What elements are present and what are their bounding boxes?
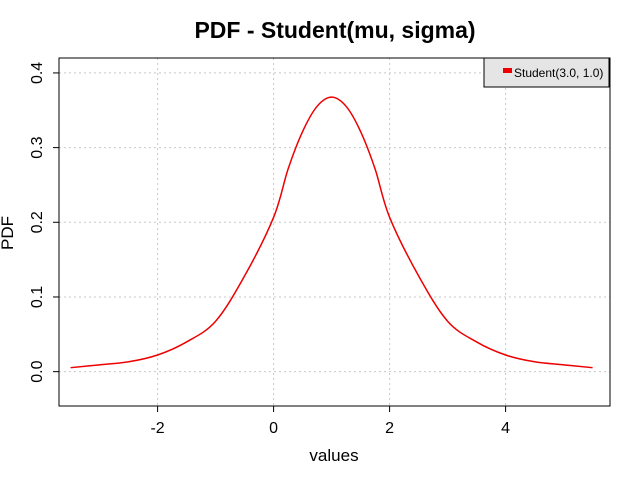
x-tick-label: -2: [150, 420, 164, 437]
y-axis: 0.0 0.1 0.2 0.3 0.4: [29, 62, 59, 383]
legend-box: [483, 57, 610, 88]
y-tick-label: 0.3: [29, 136, 46, 158]
grid: [59, 58, 610, 406]
chart-title: PDF - Student(mu, sigma): [194, 17, 475, 43]
y-tick-label: 0.4: [29, 62, 46, 84]
y-axis-label: PDF: [0, 216, 17, 250]
legend-swatch: [503, 68, 512, 73]
series-line: [70, 96, 593, 369]
x-axis-label: values: [309, 446, 358, 465]
legend-entry-label: Student(3.0, 1.0): [514, 66, 603, 80]
x-axis: -2 0 2 4: [150, 406, 510, 437]
plot-area: [58, 57, 611, 407]
series: [70, 96, 593, 369]
y-tick-label: 0.2: [29, 211, 46, 233]
y-tick-label: 0.0: [29, 360, 46, 382]
x-tick-label: 2: [385, 420, 394, 437]
y-tick-label: 0.1: [29, 286, 46, 308]
x-tick-label: 4: [501, 420, 510, 437]
x-tick-label: 0: [269, 420, 278, 437]
legend: Student(3.0, 1.0): [483, 57, 610, 88]
